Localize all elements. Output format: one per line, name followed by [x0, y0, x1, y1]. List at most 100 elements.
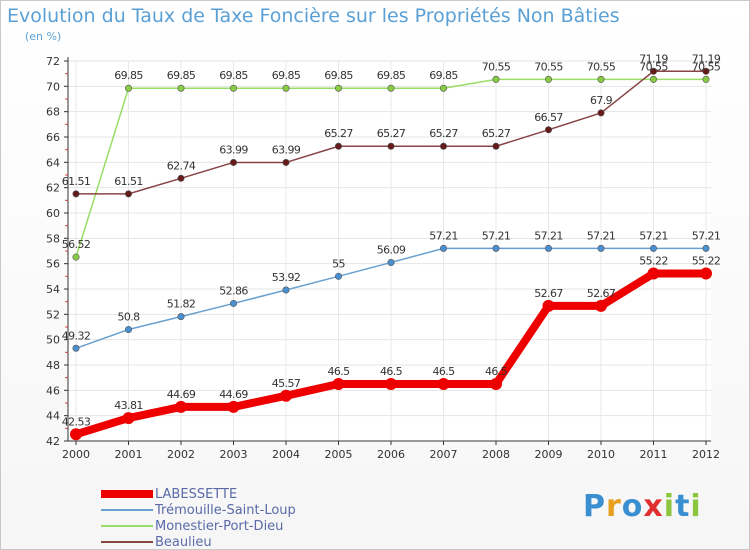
x-tick-label: 2008 [482, 448, 510, 461]
data-point [597, 109, 605, 117]
data-point [649, 67, 657, 75]
data-label: 70.55 [534, 60, 563, 73]
data-label: 61.51 [62, 175, 91, 188]
data-point [72, 253, 80, 261]
logo-letter: o [621, 489, 644, 524]
y-tick-label: 56 [46, 258, 60, 271]
data-label: 55.22 [639, 255, 668, 268]
x-tick-label: 2001 [115, 448, 143, 461]
y-tick-label: 52 [46, 308, 60, 321]
legend-item-monestier: Monestier-Port-Dieu [101, 518, 296, 534]
data-point [702, 244, 710, 252]
data-label: 57.21 [429, 229, 458, 242]
data-point [125, 190, 133, 198]
data-label: 57.21 [482, 229, 511, 242]
data-label: 63.99 [272, 143, 301, 156]
data-point [122, 412, 135, 425]
data-point [649, 75, 657, 83]
data-label: 46.5 [485, 365, 508, 378]
legend-swatch [101, 509, 153, 511]
y-tick-label: 48 [46, 359, 60, 372]
data-point [282, 158, 290, 166]
logo-letter: i [663, 489, 676, 524]
data-point [490, 378, 502, 390]
data-label: 69.85 [272, 69, 301, 82]
logo-letter: x [643, 489, 664, 524]
data-point [439, 244, 447, 252]
data-point [544, 75, 552, 83]
y-tick-label: 68 [46, 106, 60, 119]
data-label: 71.19 [639, 52, 668, 65]
legend-label: Beaulieu [155, 534, 212, 550]
data-point [385, 378, 397, 390]
data-point [332, 378, 345, 390]
data-point [177, 84, 185, 92]
data-label: 69.85 [324, 69, 353, 82]
data-point [230, 84, 238, 92]
data-point [334, 84, 342, 92]
data-point [125, 84, 133, 92]
data-point [72, 190, 80, 198]
data-point [439, 142, 447, 150]
data-label: 56.09 [377, 244, 406, 257]
y-tick-label: 58 [46, 232, 60, 245]
data-point [544, 126, 552, 134]
data-label: 53.92 [272, 271, 301, 284]
data-label: 52.86 [219, 284, 248, 297]
data-label: 52.67 [534, 287, 563, 300]
y-tick-label: 66 [46, 131, 60, 144]
data-point [544, 244, 552, 252]
legend-swatch [101, 525, 153, 527]
data-point [387, 142, 395, 150]
data-label: 65.27 [482, 127, 511, 140]
data-label: 55.22 [692, 255, 721, 268]
y-tick-label: 60 [46, 207, 60, 220]
legend-item-beaulieu: Beaulieu [101, 534, 296, 550]
data-label: 70.55 [587, 60, 616, 73]
data-label: 71.19 [692, 52, 721, 65]
x-tick-label: 2006 [377, 448, 405, 461]
data-point [280, 389, 292, 402]
data-label: 46.5 [432, 365, 455, 378]
x-tick-label: 2010 [587, 448, 615, 461]
x-tick-label: 2011 [640, 448, 668, 461]
data-point [230, 158, 238, 166]
y-tick-label: 42 [46, 435, 60, 448]
data-point [437, 378, 450, 390]
x-tick-label: 2002 [167, 448, 195, 461]
data-label: 70.55 [692, 60, 721, 73]
data-label: 65.27 [377, 127, 406, 140]
data-point [282, 84, 290, 92]
data-label: 45.57 [272, 377, 301, 390]
data-point [649, 244, 657, 252]
data-label: 67.9 [590, 94, 613, 107]
data-label: 69.85 [114, 69, 143, 82]
y-tick-label: 64 [46, 156, 60, 169]
data-point [702, 67, 710, 75]
data-point [492, 142, 500, 150]
proxiti-logo: Proxiti [583, 489, 702, 524]
data-label: 69.85 [429, 69, 458, 82]
data-point [492, 244, 500, 252]
legend-item-tremouille: Trémouille-Saint-Loup [101, 502, 296, 518]
data-label: 65.27 [324, 127, 353, 140]
legend-swatch [101, 541, 153, 543]
legend-swatch [101, 490, 153, 498]
data-label: 43.81 [114, 399, 143, 412]
data-point [597, 244, 605, 252]
data-label: 56.52 [62, 238, 91, 251]
data-point [595, 299, 607, 312]
data-label: 46.5 [380, 365, 403, 378]
data-label: 57.21 [587, 229, 616, 242]
x-tick-label: 2005 [325, 448, 353, 461]
data-label: 65.27 [429, 127, 458, 140]
x-tick-label: 2009 [535, 448, 563, 461]
data-label: 49.32 [62, 329, 91, 342]
data-point [700, 267, 712, 280]
data-point [70, 428, 82, 441]
logo-letter: i [690, 489, 702, 524]
legend-label: Trémouille-Saint-Loup [155, 502, 296, 518]
logo-letter: r [606, 489, 622, 524]
